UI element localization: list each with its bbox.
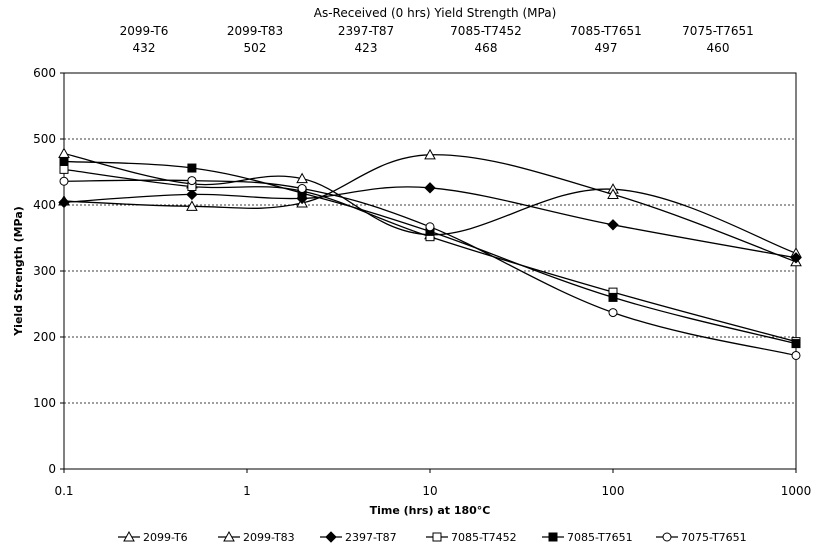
data-point: [187, 176, 197, 186]
legend-marker: [123, 530, 135, 542]
data-point: [186, 200, 198, 211]
legend-marker: [325, 531, 337, 543]
as-received-value: 423: [355, 41, 378, 55]
series-line: [63, 154, 797, 263]
header-title: As-Received (0 hrs) Yield Strength (MPa): [314, 6, 557, 20]
data-point: [424, 148, 436, 160]
legend-label: 7075-T7651: [681, 531, 747, 544]
x-tick-label: 10: [422, 484, 437, 498]
data-point: [296, 172, 308, 184]
x-tick-label: 1000: [781, 484, 812, 498]
as-received-alloy: 7085-T7651: [570, 24, 642, 38]
y-tick-label: 100: [33, 396, 56, 410]
series-line: [63, 179, 797, 357]
data-point: [791, 350, 801, 360]
as-received-value: 502: [244, 41, 267, 55]
as-received-value: 497: [595, 41, 618, 55]
data-point: [59, 176, 69, 186]
data-point: [608, 292, 618, 302]
data-point: [297, 184, 307, 193]
as-received-value: 468: [475, 41, 498, 55]
series-line: [63, 186, 797, 259]
data-point: [607, 219, 619, 231]
data-point: [791, 339, 801, 349]
data-point: [608, 308, 618, 318]
legend-marker: [662, 532, 672, 542]
data-point: [424, 182, 436, 194]
y-tick-label: 0: [48, 462, 56, 476]
as-received-value: 460: [707, 41, 730, 55]
x-tick-label: 0.1: [54, 484, 73, 498]
legend-marker: [432, 532, 442, 542]
grid-lines: [64, 138, 796, 404]
as-received-alloy: 7075-T7651: [682, 24, 754, 38]
data-point: [425, 222, 435, 232]
y-tick-label: 600: [33, 66, 56, 80]
legend: 2099-T6 2099-T83 2397-T87 7085-T7452 7085-T7…: [118, 530, 747, 544]
x-axis-title: Time (hrs) at 180°C: [370, 504, 491, 517]
as-received-alloy: 2099-T83: [227, 24, 283, 38]
as-received-table: 2099-T6 432 2099-T83 502 2397-T87 423 70…: [120, 24, 754, 55]
legend-label: 7085-T7651: [567, 531, 633, 544]
y-axis-title: Yield Strength (MPa): [12, 206, 25, 337]
data-point: [790, 252, 802, 264]
data-point: [59, 156, 69, 166]
data-point: [607, 188, 619, 199]
data-point: [186, 188, 198, 201]
series-markers: [58, 147, 802, 360]
y-tick-label: 300: [33, 264, 56, 278]
x-axis: 0.1 1 10 100 1000: [54, 469, 811, 498]
y-axis: 0 100 200 300 400 500 600: [33, 66, 64, 476]
legend-marker: [223, 530, 235, 542]
as-received-alloy: 7085-T7452: [450, 24, 522, 38]
legend-label: 7085-T7452: [451, 531, 517, 544]
as-received-alloy: 2099-T6: [120, 24, 169, 38]
x-tick-label: 1: [243, 484, 251, 498]
data-point: [187, 163, 197, 173]
series-lines: [63, 152, 797, 357]
x-tick-label: 100: [602, 484, 625, 498]
data-point: [58, 147, 70, 159]
series-line: [63, 160, 797, 345]
data-point: [59, 164, 69, 174]
series-line: [63, 168, 797, 343]
as-received-value: 432: [133, 41, 156, 55]
y-tick-label: 400: [33, 198, 56, 212]
legend-label: 2099-T6: [143, 531, 188, 544]
y-tick-label: 200: [33, 330, 56, 344]
legend-marker: [548, 532, 558, 542]
legend-label: 2099-T83: [243, 531, 295, 544]
legend-label: 2397-T87: [345, 531, 397, 544]
as-received-alloy: 2397-T87: [338, 24, 394, 38]
data-point: [58, 196, 70, 209]
y-tick-label: 500: [33, 132, 56, 146]
